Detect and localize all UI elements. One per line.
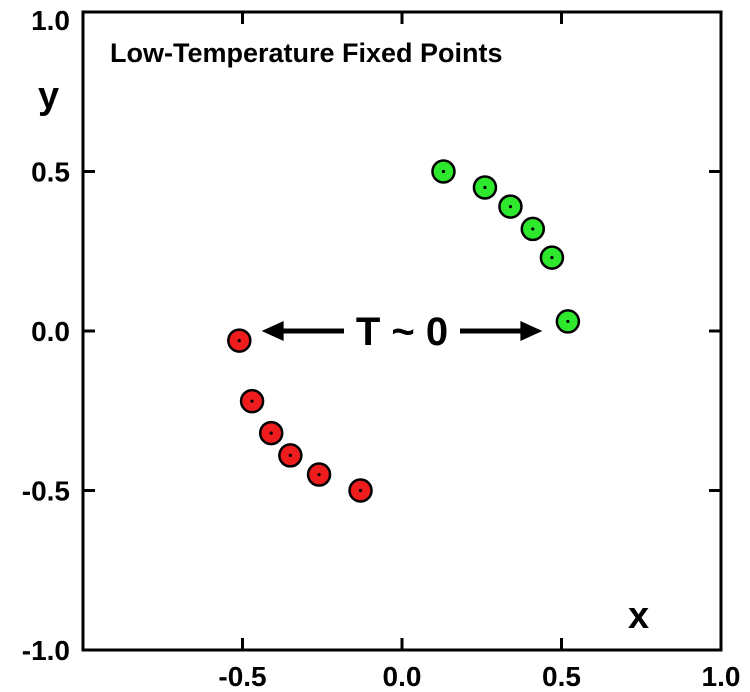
data-point-center: [358, 488, 363, 493]
right-arrow-head: [520, 321, 543, 341]
data-point: [555, 309, 581, 334]
x-tick-label: 1.0: [702, 661, 741, 692]
data-point-center: [508, 204, 513, 209]
data-point-center: [317, 472, 321, 477]
data-point: [278, 443, 303, 468]
data-point-center: [269, 431, 273, 435]
y-tick-label: 0.5: [31, 157, 70, 188]
chart-title: Low-Temperature Fixed Points: [110, 38, 503, 68]
axis-tick-labels: -0.5 0.0 0.5 1.0 -1.0 -0.5 0.0 0.5 1.0: [22, 5, 741, 692]
data-point-center: [237, 338, 241, 343]
data-point: [539, 245, 565, 270]
data-point-center: [288, 453, 292, 458]
data-point-center: [566, 319, 570, 324]
data-point-center: [483, 185, 487, 190]
x-axis-label: x: [628, 595, 649, 637]
data-point-center: [531, 227, 535, 231]
left-arrow-head: [261, 321, 284, 341]
y-tick-label: 1.0: [31, 5, 70, 36]
x-tick-label: -0.5: [218, 661, 266, 692]
data-point: [227, 328, 252, 353]
data-point: [472, 175, 498, 200]
data-point: [258, 420, 284, 446]
annotation-label: T ~ 0: [356, 310, 448, 354]
y-tick-label: -0.5: [22, 476, 70, 507]
axis-ticks: [83, 10, 723, 652]
data-points: [227, 159, 581, 503]
data-point: [306, 462, 332, 487]
x-tick-label: 0.5: [542, 661, 581, 692]
data-point: [239, 388, 265, 414]
data-point: [498, 194, 523, 219]
data-point-center: [441, 169, 446, 174]
y-axis-label: y: [38, 75, 59, 117]
data-point: [520, 216, 546, 242]
data-point-center: [250, 399, 254, 403]
y-tick-label: 0.0: [31, 316, 70, 347]
y-tick-label: -1.0: [22, 635, 70, 666]
data-point-center: [550, 256, 554, 260]
data-point: [431, 159, 456, 184]
data-point: [348, 478, 373, 503]
x-tick-label: 0.0: [383, 661, 422, 692]
temperature-annotation: T ~ 0: [261, 310, 543, 354]
